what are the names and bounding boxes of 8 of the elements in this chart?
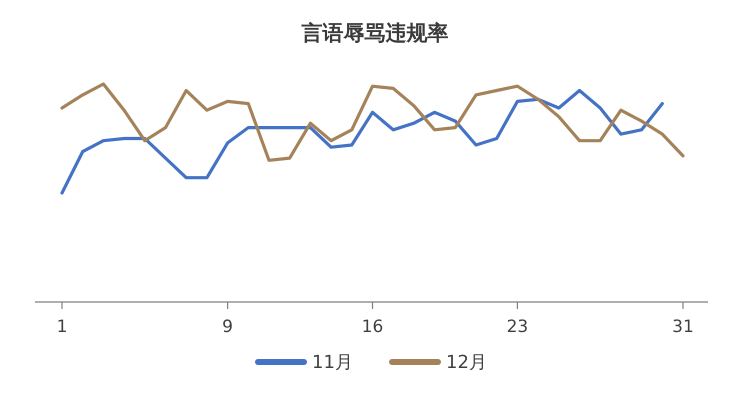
x-tick-label: 9 (222, 317, 234, 337)
legend-label: 11月 (312, 352, 353, 373)
chart-title: 言语辱骂违规率 (300, 21, 448, 45)
x-tick-label: 16 (362, 317, 384, 337)
legend-label: 12月 (446, 352, 487, 373)
x-tick-label: 23 (506, 317, 528, 337)
x-tick-label: 31 (672, 317, 694, 337)
x-tick-label: 1 (56, 317, 68, 337)
